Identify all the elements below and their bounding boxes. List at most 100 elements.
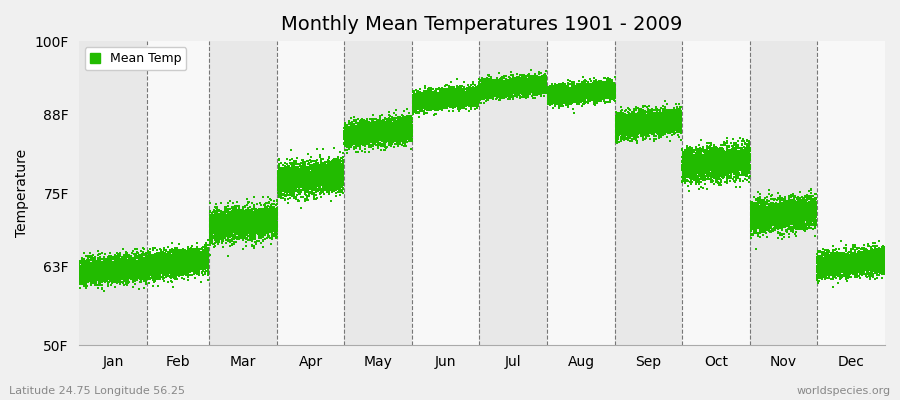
Point [164, 261, 178, 267]
Point [419, 98, 434, 104]
Point [363, 135, 377, 141]
Point [714, 163, 728, 169]
Point [322, 177, 337, 183]
Point [711, 168, 725, 174]
Point [342, 136, 356, 142]
Point [274, 180, 288, 186]
Point [243, 210, 257, 217]
Point [97, 273, 112, 279]
Point [658, 125, 672, 131]
Point [711, 165, 725, 172]
Point [444, 103, 458, 109]
Point [535, 83, 549, 89]
Point [285, 172, 300, 178]
Point [722, 153, 736, 159]
Point [692, 163, 706, 169]
Point [306, 167, 320, 173]
Point [140, 269, 155, 276]
Point [272, 176, 286, 183]
Point [638, 128, 652, 134]
Point [755, 214, 770, 220]
Point [97, 276, 112, 283]
Point [238, 232, 253, 238]
Point [265, 218, 279, 224]
Point [464, 92, 478, 98]
Point [572, 90, 587, 96]
Point [73, 264, 87, 270]
Point [336, 169, 350, 175]
Point [574, 86, 589, 93]
Point [659, 116, 673, 122]
Point [289, 181, 303, 188]
Point [787, 211, 801, 218]
Point [353, 142, 367, 148]
Point [275, 182, 290, 189]
Point [120, 265, 134, 271]
Point [460, 94, 474, 101]
Point [637, 121, 652, 128]
Point [859, 265, 873, 272]
Point [318, 182, 332, 188]
Point [393, 124, 408, 130]
Point [526, 89, 540, 96]
Point [459, 103, 473, 109]
Point [585, 85, 599, 91]
Point [839, 255, 853, 261]
Point [585, 89, 599, 96]
Point [607, 85, 621, 91]
Point [541, 94, 555, 100]
Point [682, 163, 697, 169]
Point [821, 262, 835, 268]
Point [793, 222, 807, 229]
Point [748, 215, 762, 221]
Point [764, 207, 778, 214]
Point [561, 94, 575, 101]
Point [208, 220, 222, 227]
Point [671, 119, 686, 126]
Point [738, 150, 752, 156]
Point [495, 86, 509, 92]
Point [764, 224, 778, 231]
Point [91, 271, 105, 277]
Point [796, 198, 811, 204]
Point [541, 90, 555, 96]
Point [520, 83, 535, 90]
Point [814, 259, 829, 265]
Point [811, 264, 825, 270]
Point [527, 77, 542, 83]
Point [310, 171, 324, 177]
Point [861, 252, 876, 258]
Point [735, 157, 750, 164]
Point [655, 117, 670, 123]
Point [102, 260, 116, 267]
Point [272, 189, 286, 196]
Point [407, 98, 421, 104]
Point [295, 177, 310, 183]
Point [752, 210, 767, 217]
Point [731, 175, 745, 181]
Point [495, 84, 509, 90]
Point [161, 278, 176, 285]
Point [205, 213, 220, 220]
Point [84, 261, 98, 268]
Point [453, 99, 467, 105]
Point [848, 262, 862, 268]
Point [254, 214, 268, 221]
Point [428, 100, 443, 107]
Point [95, 268, 110, 274]
Point [615, 107, 629, 113]
Point [626, 110, 640, 117]
Point [760, 206, 774, 212]
Point [552, 94, 566, 101]
Point [875, 261, 889, 267]
Point [559, 91, 573, 98]
Point [705, 158, 719, 164]
Point [567, 99, 581, 105]
Point [417, 92, 431, 98]
Point [561, 93, 575, 100]
Point [716, 160, 730, 166]
Point [705, 169, 719, 176]
Point [480, 84, 494, 90]
Point [181, 244, 195, 250]
Point [846, 260, 860, 266]
